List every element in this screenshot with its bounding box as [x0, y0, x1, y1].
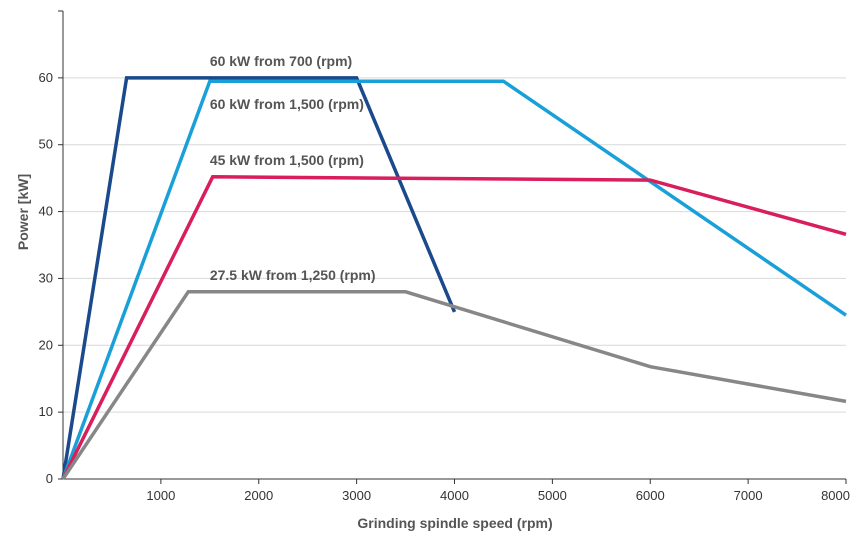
y-tick-label: 10: [39, 404, 53, 419]
series-lines: [61, 76, 847, 480]
series-line: [61, 175, 847, 480]
y-tick-label: 20: [39, 337, 53, 352]
series-label: 27.5 kW from 1,250 (rpm): [210, 267, 376, 283]
series-label: 60 kW from 1,500 (rpm): [210, 96, 364, 112]
x-tick-label: 3000: [342, 488, 371, 503]
series-labels: 60 kW from 700 (rpm) 60 kW from 1,500 (rp…: [210, 53, 376, 283]
x-tick-label: 7000: [734, 488, 763, 503]
series-label: 60 kW from 700 (rpm): [210, 53, 352, 69]
series-line: [61, 79, 847, 480]
axes: 0 10 20 30 40 50 60 1000 2000 3000 4000 5000 6000 700…: [39, 10, 850, 503]
series-line: [61, 76, 457, 480]
x-tick-label: 2000: [244, 488, 273, 503]
y-tick-label: 60: [39, 70, 53, 85]
y-tick-label: 0: [46, 471, 53, 486]
series-label: 45 kW from 1,500 (rpm): [210, 152, 364, 168]
series-line: [61, 290, 847, 480]
x-tick-label: 5000: [538, 488, 567, 503]
y-tick-label: 40: [39, 204, 53, 219]
x-tick-label: 1000: [146, 488, 175, 503]
y-axis-title: Power [kW]: [15, 174, 31, 250]
x-tick-label: 4000: [440, 488, 469, 503]
x-tick-label: 6000: [636, 488, 665, 503]
y-tick-label: 50: [39, 137, 53, 152]
x-tick-label: 8000: [821, 488, 850, 503]
y-tick-label: 30: [39, 270, 53, 285]
x-axis-title: Grinding spindle speed (rpm): [357, 515, 552, 531]
